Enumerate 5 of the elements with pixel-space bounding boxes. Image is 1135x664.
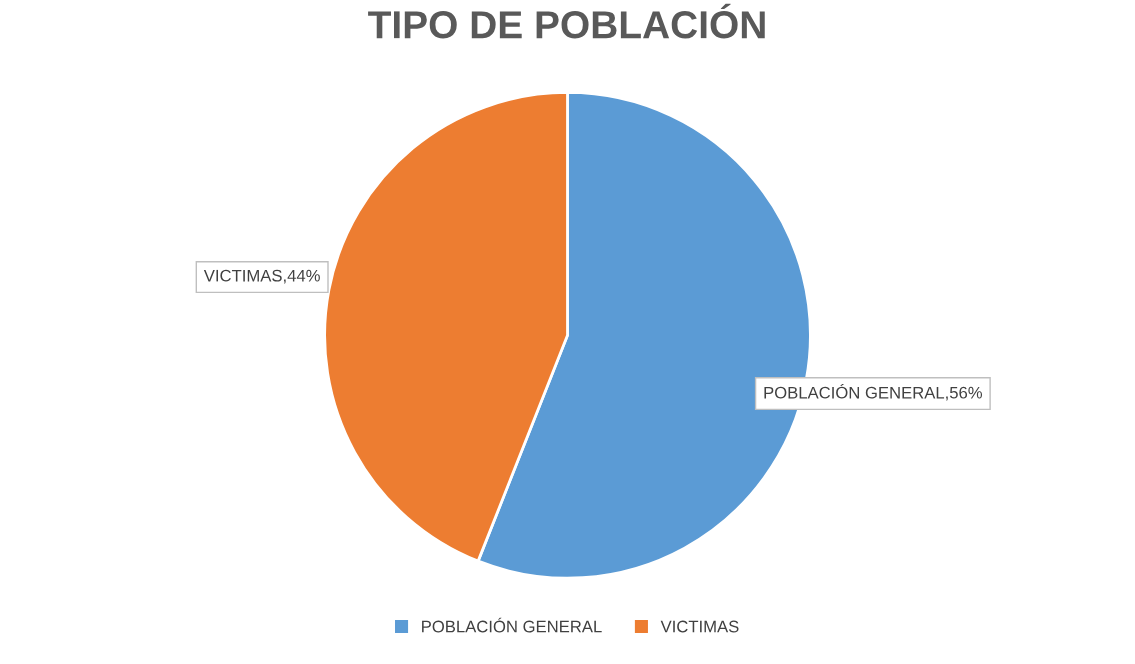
data-label: POBLACIÓN GENERAL,56% xyxy=(764,383,983,401)
legend-label: VICTIMAS xyxy=(660,620,739,633)
legend-label: POBLACIÓN GENERAL xyxy=(422,617,602,633)
data-label: VICTIMAS,44% xyxy=(203,269,320,284)
chart-title: TIPO DE POBLACIÓN xyxy=(368,3,765,39)
